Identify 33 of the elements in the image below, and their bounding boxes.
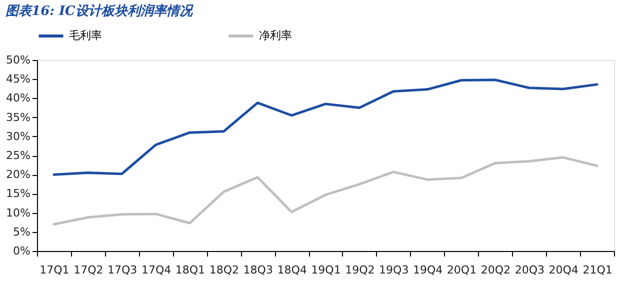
y-tick-label: 40% xyxy=(6,92,30,105)
x-tick-label: 18Q3 xyxy=(243,264,273,276)
y-tick-label: 5% xyxy=(13,225,30,238)
x-tick-label: 17Q1 xyxy=(40,264,70,276)
x-tick-label: 20Q3 xyxy=(514,264,544,276)
legend-label: 毛利率 xyxy=(69,29,102,42)
x-tick-label: 18Q2 xyxy=(209,264,240,276)
x-tick-label: 20Q2 xyxy=(480,264,511,276)
x-tick-label: 17Q3 xyxy=(108,264,138,276)
x-tick-label: 19Q2 xyxy=(345,264,375,276)
y-tick-label: 30% xyxy=(6,130,30,143)
x-tick-label: 19Q4 xyxy=(412,264,443,276)
x-tick-label: 21Q1 xyxy=(582,264,612,276)
x-tick-label: 18Q1 xyxy=(175,264,206,276)
line-series xyxy=(52,78,598,176)
y-tick-label: 15% xyxy=(6,187,30,200)
y-tick-label: 45% xyxy=(6,72,30,86)
y-tick-label: 25% xyxy=(6,149,30,162)
y-tick-label: 0% xyxy=(13,244,30,258)
x-tick-label: 20Q1 xyxy=(446,264,477,276)
x-tick-label: 18Q4 xyxy=(277,264,307,276)
x-tick-label: 19Q3 xyxy=(379,264,409,276)
y-tick-label: 10% xyxy=(6,206,30,220)
y-tick-label: 50% xyxy=(6,54,30,66)
x-tick-label: 19Q1 xyxy=(311,264,341,276)
x-tick-label: 20Q4 xyxy=(548,264,578,276)
chart-title: 图表16: IC设计板块利润率情况 xyxy=(6,3,194,19)
x-tick-label: 17Q2 xyxy=(74,264,104,276)
line-series xyxy=(52,156,598,226)
y-tick-label: 35% xyxy=(6,110,30,124)
legend-label: 净利率 xyxy=(259,29,292,42)
x-tick-label: 17Q4 xyxy=(141,264,172,276)
y-tick-label: 20% xyxy=(6,168,30,182)
